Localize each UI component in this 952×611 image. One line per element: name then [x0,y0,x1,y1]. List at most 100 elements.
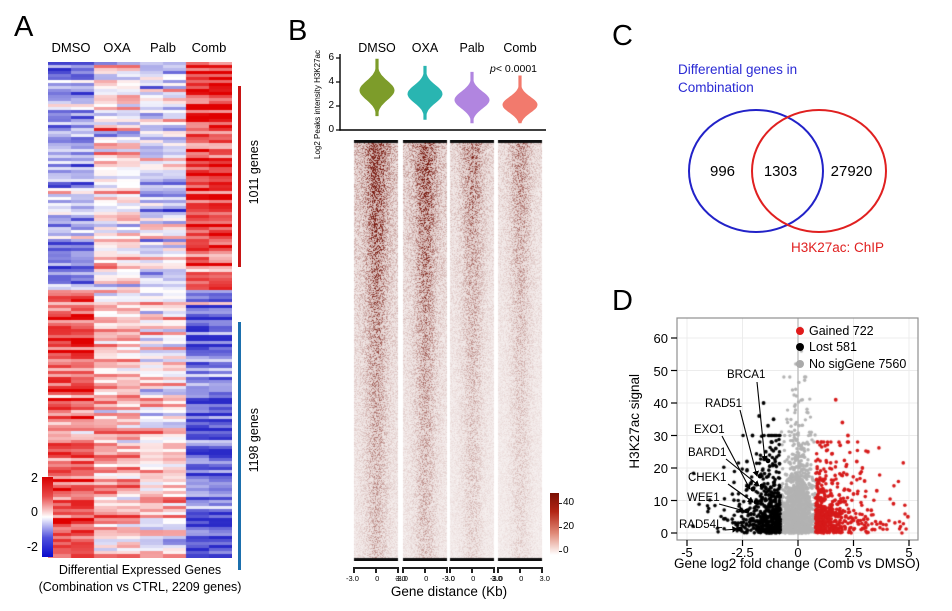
violin-y-tick-4: 4 [328,76,334,87]
violin-y-tick-2: 2 [328,100,334,111]
tornado-axis-tick-0-2 [397,569,399,573]
gene-leader-exo1 [721,435,751,490]
tornado-tick-1-2: 3.0 [444,574,455,583]
gene-label-chek1: CHEK1 [688,472,727,484]
gene-leader-rad51 [739,409,759,477]
venn-title-line1: Differential genes in [678,62,798,77]
tornado-colorbar-tick-2: 0 [563,545,569,556]
violin-col-label-dmso: DMSO [358,41,396,55]
tornado-axis-2 [449,567,495,569]
gene-point-chek1 [753,499,759,505]
venn-svg [688,109,887,233]
tornado-canvas [352,140,545,561]
heatmap-a-colorbar [42,477,53,557]
scatter-y-tick-60: 60 [653,331,668,346]
tornado-axis-tick-3-2 [541,569,543,573]
heatmap-a-colorbar-tick-2: -2 [26,540,38,554]
tornado-axis-tick-3-0 [497,569,499,573]
legend-label-1: Lost 581 [809,340,857,355]
tornado-colorbar [550,493,559,555]
tornado-tick-0-2: 3.0 [395,574,406,583]
gene-point-exo1 [750,486,756,492]
down-genes-label: 1198 genes [247,408,261,473]
violin-comb [502,75,538,124]
tornado-axis-tick-2-2 [493,569,495,573]
gene-leader-bard1 [725,458,760,487]
tornado-colorbar-tick-0: 40 [563,497,575,508]
tornado-axis-0 [353,567,399,569]
venn-red-label: H3K27ac: ChIP [791,240,885,255]
violin-col-label-comb: Comb [503,41,537,55]
scatter-y-tick-10: 10 [653,493,668,509]
gene-leader-rad54l [724,526,738,533]
venn-red-circle [751,109,887,233]
heatmap-a-caption-line1: Differential Expressed Genes [58,563,222,577]
gene-leader-brca1 [756,381,768,462]
legend-dot-1 [796,343,804,352]
tornado-axis-tick-2-0 [449,569,451,573]
gene-label-bard1: BARD1 [688,447,727,459]
gene-label-rad51: RAD51 [705,398,743,410]
panel-c-label: C [612,20,633,52]
scatter-x-tick-5: 5 [905,545,913,560]
gene-point-bard1 [759,483,765,489]
violin-y-tick-6: 6 [328,52,334,63]
panel-d-label: D [612,285,633,317]
down-genes-bar [238,322,241,570]
violin-col-label-palb: Palb [459,41,485,55]
legend-dot-0 [796,327,804,335]
tornado-axis-tick-2-1 [471,569,473,573]
tornado-x-axis-label: Gene distance (Kb) [390,584,508,599]
venn-title-line2: Combination [678,80,754,95]
scatter-y-tick-0: 0 [660,526,668,541]
scatter-y-axis-label: H3K27ac signal [627,374,642,469]
gene-point-rad51 [757,473,763,479]
violin-plot-svg [336,54,546,131]
venn-left-value: 996 [709,163,736,180]
violin-pvalue: p< 0.0001 [490,63,537,75]
gene-label-brca1: BRCA1 [727,369,766,381]
tornado-axis-1 [402,567,448,569]
heatmap-a-caption-line2: (Combination vs CTRL, 2209 genes) [38,580,242,594]
violin-dmso [359,58,395,117]
tornado-axis-tick-0-1 [375,569,377,573]
gene-label-wee1: WEE1 [687,492,720,504]
gene-label-exo1: EXO1 [694,424,725,436]
scatter-canvas [678,319,918,539]
tornado-tick-3-0: -3.0 [490,574,503,583]
scatter-y-tick-50: 50 [653,363,668,379]
scatter-x-tick--2.5: -2.5 [731,545,754,560]
legend-label-0: Gained 722 [809,324,874,338]
venn-overlap-value: 1303 [763,163,798,180]
tornado-axis-tick-3-1 [519,569,521,573]
panel-a-label: A [14,11,34,43]
scatter-y-tick-20: 20 [653,461,668,476]
violin-oxa [407,65,443,120]
violin-y-tick-0: 0 [328,124,334,135]
tornado-tick-3-1: 0 [519,574,524,583]
scatter-x-axis-label: Gene log2 fold change (Comb vs DMSO) [673,556,921,571]
gene-leader-chek1 [727,483,754,503]
violin-pvalue-rest: < 0.0001 [495,63,538,75]
tornado-axis-tick-1-0 [402,569,404,573]
scatter-y-tick-30: 30 [653,428,668,444]
tornado-tick-labels-3: -3.0 0 3.0 [490,574,550,583]
heatmap-a-colorbar-tick-0: 2 [31,471,38,485]
gene-point-rad54l [737,526,743,532]
scatter-x-tick--5: -5 [681,545,693,560]
tornado-colorbar-tick-mark-1 [559,527,562,529]
heatmap-a-col-label-palb: Palb [149,40,177,55]
tornado-tick-1-0: -3.0 [395,574,408,583]
gene-point-wee1 [744,508,750,514]
heatmap-a-canvas [48,62,232,558]
tornado-tick-labels-2: -3.0 0 3.0 [442,574,502,583]
tornado-colorbar-tick-mark-2 [559,551,562,553]
heatmap-a-col-label-dmso: DMSO [51,40,91,55]
tornado-tick-labels-0: -3.0 0 3.0 [346,574,406,583]
heatmap-a-col-label-oxa: OXA [103,40,131,55]
heatmap-a-col-label-comb: Comb [191,40,227,55]
gene-point-brca1 [765,458,771,464]
scatter-x-tick-0: 0 [794,545,802,560]
tornado-tick-2-0: -3.0 [442,574,455,583]
gene-label-rad54l: RAD54L [679,519,723,531]
